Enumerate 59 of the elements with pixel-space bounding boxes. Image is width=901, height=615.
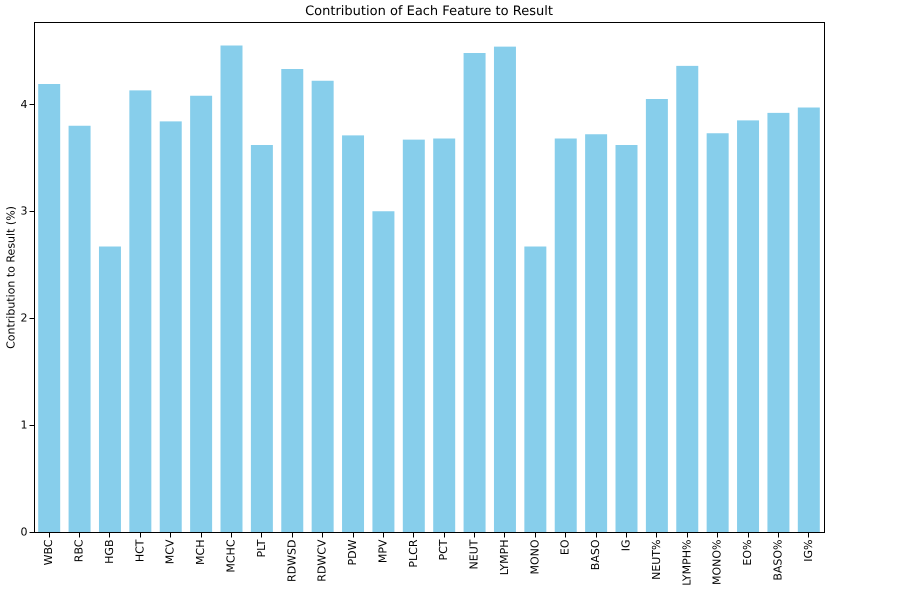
x-tick-label: MONO: [528, 539, 542, 575]
bar: [312, 80, 334, 532]
x-tick-label: MPV: [376, 539, 390, 564]
bar: [160, 121, 182, 532]
y-tick-label: 1: [20, 418, 28, 432]
x-tick-label: MCH: [194, 540, 208, 565]
bar: [342, 135, 364, 532]
x-tick-label: NEUT: [468, 539, 481, 570]
bar: [646, 98, 668, 532]
x-tick-label: PDW: [346, 539, 360, 566]
bar: [129, 90, 152, 532]
y-axis-title: Contribution to Result (%): [4, 206, 18, 349]
x-tick-label: BASO%: [771, 540, 784, 581]
x-tick-label: RBC: [72, 539, 86, 562]
x-tick-label: NEUT%: [650, 540, 663, 580]
x-tick-label: PLT: [254, 539, 268, 558]
x-tick-label: IG: [620, 540, 632, 552]
bar: [190, 96, 212, 532]
x-tick-label: IG%: [802, 540, 815, 562]
bar: [281, 69, 304, 532]
y-tick-label: 3: [20, 204, 28, 218]
x-tick-label: EO: [558, 539, 572, 556]
bar: [372, 211, 394, 532]
x-tick-label: HCT: [133, 539, 146, 562]
x-tick-label: HGB: [102, 540, 116, 564]
x-tick-label: PLCR: [406, 539, 420, 568]
y-tick-label: 2: [20, 312, 28, 325]
x-tick-label: MCHC: [224, 539, 238, 573]
bar: [616, 144, 638, 532]
y-tick-label: 0: [20, 526, 28, 538]
bar: [706, 133, 729, 532]
bar: [402, 140, 425, 532]
x-tick-label: WBC: [42, 539, 56, 566]
x-tick-label: EO%: [741, 540, 754, 566]
x-tick-label: BASO: [589, 539, 602, 570]
bar: [737, 120, 760, 532]
bar: [767, 112, 790, 532]
bar: [433, 138, 456, 532]
x-tick-label: RDWSD: [285, 540, 298, 582]
bar: [98, 246, 121, 532]
x-tick-label: RDWCV: [316, 539, 329, 582]
bar: [798, 108, 820, 532]
chart-title: Contribution of Each Feature to Result: [305, 4, 553, 19]
x-tick-label: LYMPH: [498, 540, 511, 576]
bar: [250, 144, 273, 532]
bar: [585, 134, 608, 532]
x-tick-label: MCV: [164, 539, 177, 564]
x-tick-label: MONO%: [710, 540, 724, 585]
bar: [554, 138, 577, 532]
x-tick-label: LYMPH%: [680, 540, 694, 586]
bar: [676, 66, 698, 532]
bar: [494, 46, 516, 532]
bar: [464, 53, 486, 532]
bar: [38, 84, 60, 532]
x-tick-label: PCT: [437, 539, 450, 561]
bar: [220, 46, 242, 532]
bar: [68, 126, 91, 532]
bar: [524, 246, 546, 532]
y-tick-label: 4: [20, 98, 28, 111]
